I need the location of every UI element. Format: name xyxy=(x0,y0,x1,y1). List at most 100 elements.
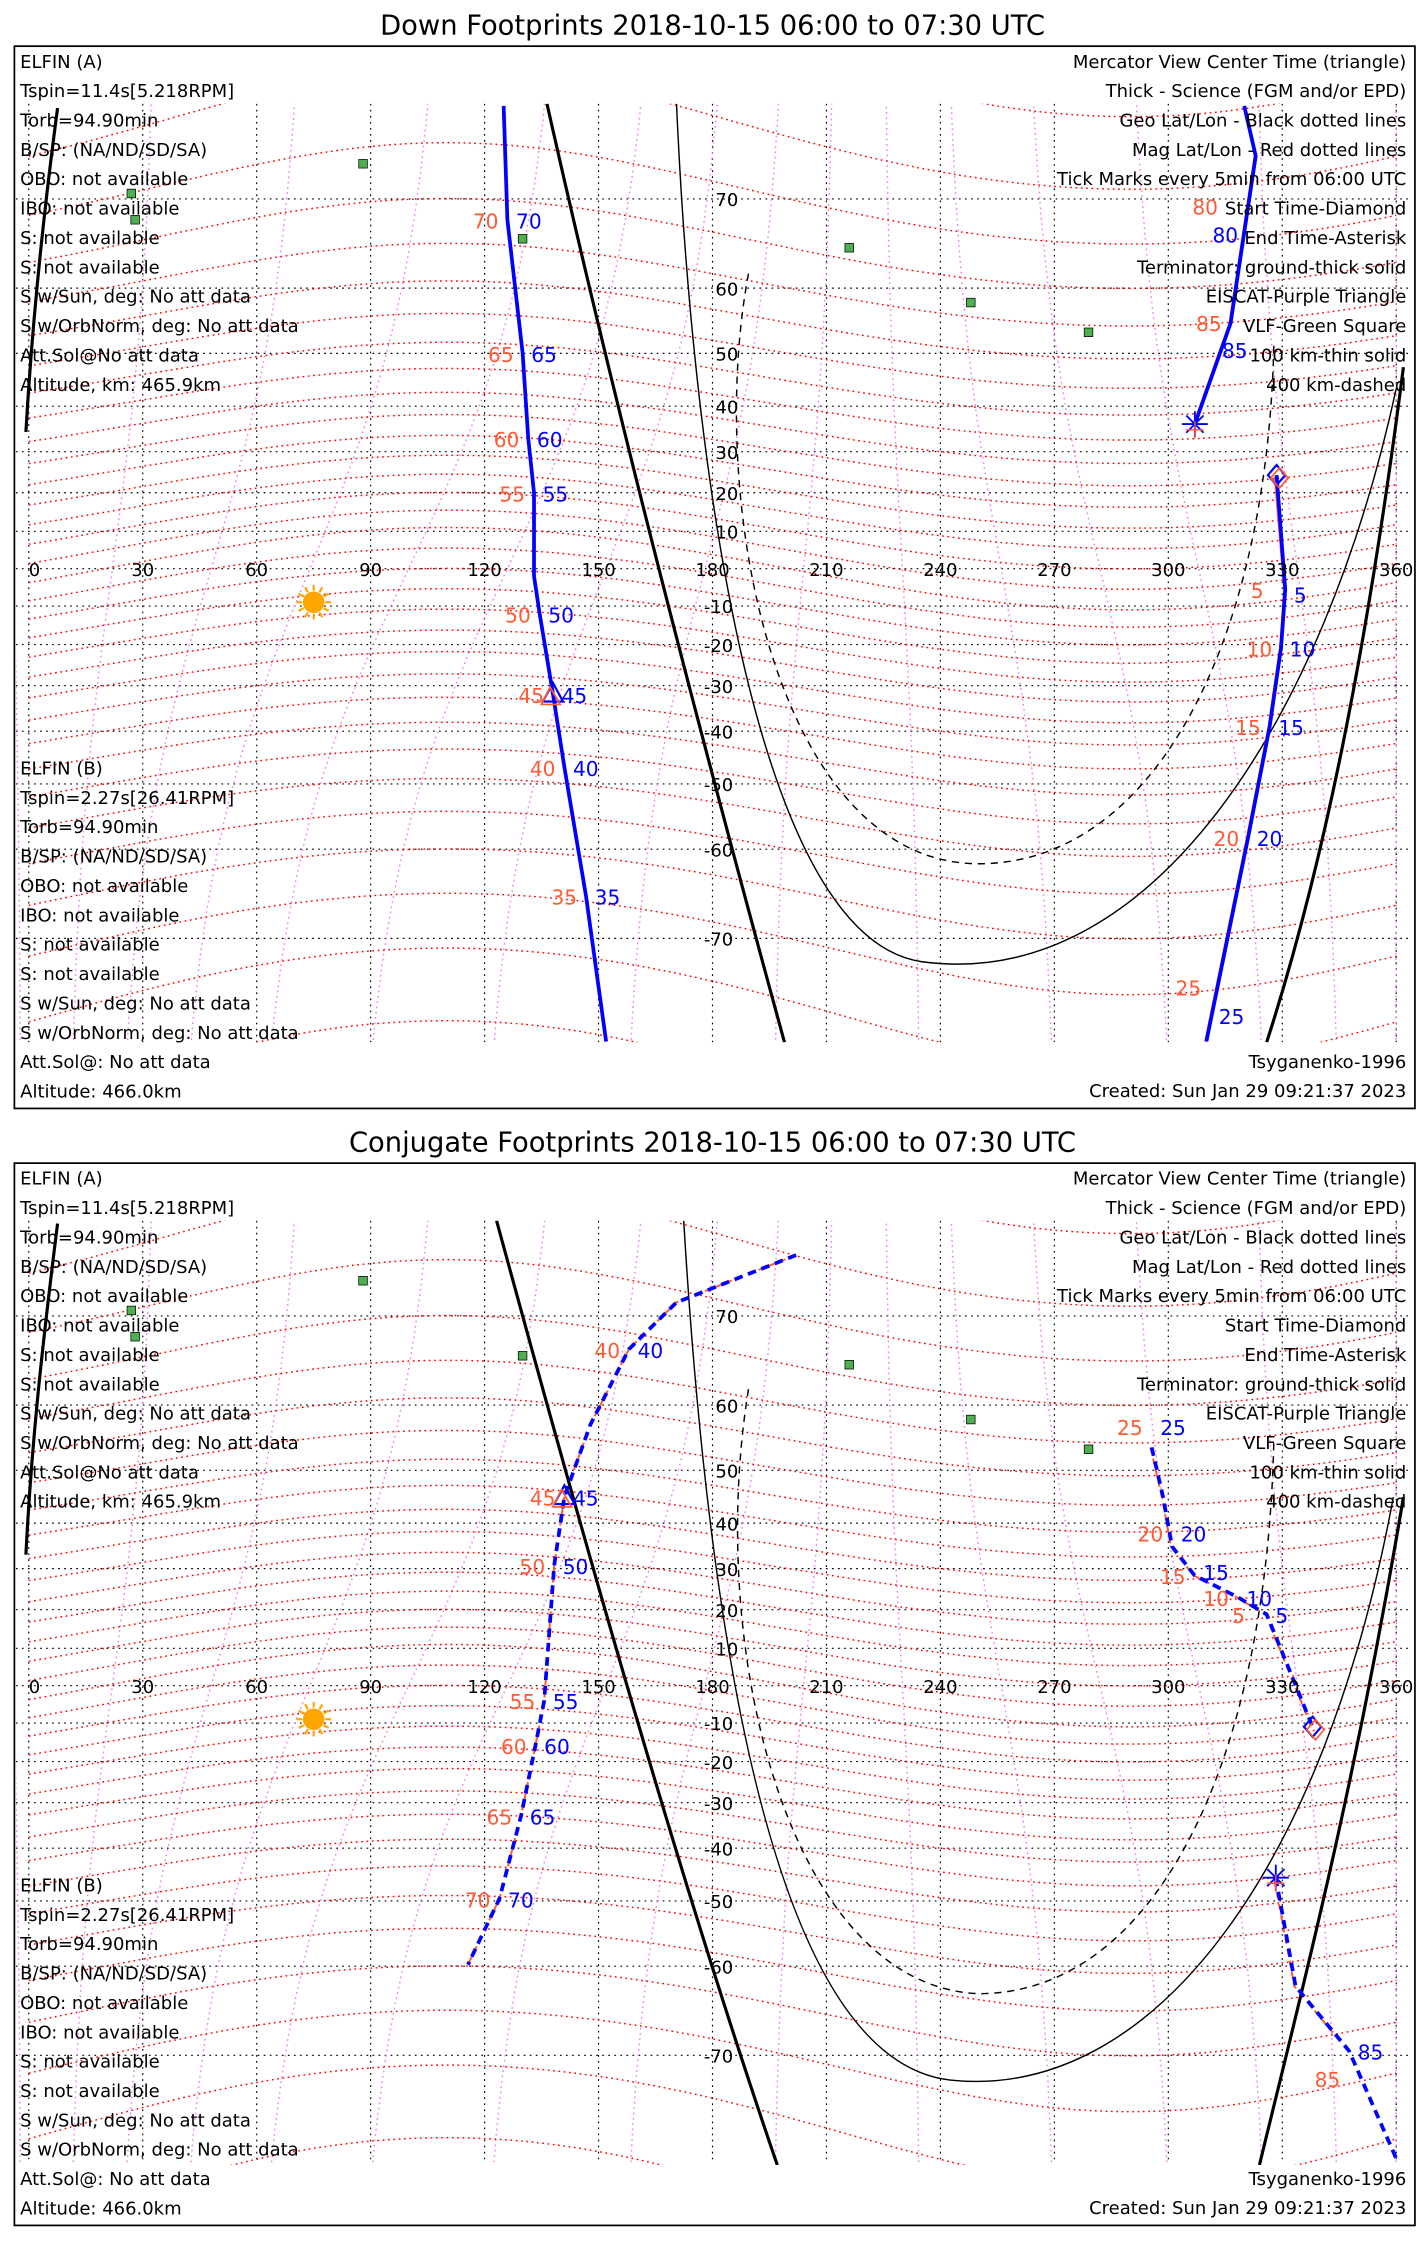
vlf-station-square-icon xyxy=(1083,327,1094,338)
mag-parallel xyxy=(28,650,1397,724)
mag-meridian xyxy=(270,1220,546,2165)
elfin-a-time-tick-label: 35 xyxy=(595,885,621,909)
legend-line: Geo Lat/Lon - Black dotted lines xyxy=(1119,1227,1406,1248)
vlf-station-square-icon xyxy=(517,1351,528,1361)
vlf-station-square-icon xyxy=(966,297,976,308)
elfin-a-info-line: S w/Sun, deg: No att data xyxy=(20,287,251,308)
elfin-a-time-tick-label: 45 xyxy=(562,684,588,708)
elfin-a-time-tick-label: 20 xyxy=(1257,827,1283,851)
longitude-tick-label: 90 xyxy=(359,560,382,581)
elfin-a-label: ELFIN (A) xyxy=(20,52,103,73)
terminator-ground xyxy=(1257,1496,1405,2165)
legend-line: Tick Marks every 5min from 06:00 UTC xyxy=(1056,1286,1406,1307)
longitude-tick-label: 0 xyxy=(29,560,40,581)
elfin-a-info-line: IBO: not available xyxy=(20,199,179,220)
latitude-tick-label: -60 xyxy=(704,840,733,861)
terminator-100km xyxy=(682,1220,1395,2083)
mag-meridian xyxy=(190,1220,429,2165)
longitude-tick-label: 240 xyxy=(923,560,957,581)
elfin-a-time-tick-label: 70 xyxy=(516,209,542,233)
elfin-b-info-line: S: not available xyxy=(20,935,160,956)
legend-line: Mercator View Center Time (triangle) xyxy=(1073,52,1406,73)
mag-meridian xyxy=(271,103,546,1043)
latitude-tick-label: 10 xyxy=(715,523,738,544)
mag-meridian xyxy=(950,103,1053,1043)
mag-parallel xyxy=(28,413,1397,487)
latitude-tick-label: 70 xyxy=(715,190,738,211)
elfin-b-time-tick-label: 70 xyxy=(473,209,499,233)
elfin-b-time-tick-label: 15 xyxy=(1235,716,1261,740)
elfin-a-time-tick-label: 50 xyxy=(563,1555,589,1579)
elfin-a-track xyxy=(1193,105,1258,425)
legend-line: End Time-Asterisk xyxy=(1244,1345,1407,1366)
mag-parallel xyxy=(28,1508,1397,1582)
mag-meridian xyxy=(1258,103,1337,1043)
mag-parallel xyxy=(28,696,1397,770)
elfin-b-time-tick-label: 25 xyxy=(1176,976,1202,1000)
vlf-station-square-icon xyxy=(130,1332,140,1342)
elfin-b-info-line: Tspin=2.27s[26.41RPM] xyxy=(19,788,234,809)
legend-line: Terminator: ground-thick solid xyxy=(1136,1374,1406,1395)
mag-parallel xyxy=(28,1530,1397,1604)
elfin-a-info-line: B/SP: (NA/ND/SD/SA) xyxy=(20,1257,207,1278)
longitude-tick-label: 180 xyxy=(695,560,729,581)
latitude-tick-label: 60 xyxy=(715,279,738,300)
latitude-tick-label: 40 xyxy=(715,1514,738,1535)
legend-line: Start Time-Diamond xyxy=(1225,1316,1406,1337)
elfin-a-time-tick-label: 10 xyxy=(1290,637,1316,661)
elfin-a-info-line: S w/Sun, deg: No att data xyxy=(20,1404,251,1425)
longitude-tick-label: 60 xyxy=(245,1677,268,1698)
elfin-a-time-tick-label: 60 xyxy=(544,1735,570,1759)
elfin-b-info-line: S w/Sun, deg: No att data xyxy=(20,993,251,1014)
elfin-b-info-line: B/SP: (NA/ND/SD/SA) xyxy=(20,1964,207,1985)
mag-parallel xyxy=(253,1019,640,1043)
elfin-a-track xyxy=(1273,1877,1398,2160)
terminator-ground xyxy=(1265,366,1405,1043)
elfin-a-time-tick-label: 5 xyxy=(1275,1604,1288,1628)
terminator-ground xyxy=(545,103,786,1043)
elfin-b-time-tick-label: 65 xyxy=(488,343,514,367)
elfin-b-info-line: S: not available xyxy=(20,2081,160,2102)
latitude-tick-label: -50 xyxy=(704,775,733,796)
mag-meridian xyxy=(72,1220,152,2165)
elfin-b-time-tick-label: 5 xyxy=(1232,1604,1245,1628)
plot-title: Down Footprints 2018-10-15 06:00 to 07:3… xyxy=(380,11,1045,42)
elfin-a-info-line: Torb=94.90min xyxy=(19,110,158,131)
mag-meridian xyxy=(885,103,920,1043)
mag-parallel xyxy=(28,1767,1397,1841)
legend-line: Start Time-Diamond xyxy=(1225,199,1406,220)
legend-line: 100 km-thin solid xyxy=(1249,345,1406,366)
elfin-a-info-line: Tspin=11.4s[5.218RPM] xyxy=(19,81,234,102)
center-time-triangle-b-icon xyxy=(551,1487,574,1508)
longitude-tick-label: 300 xyxy=(1151,1677,1185,1698)
mag-parallel xyxy=(28,721,1397,796)
mag-parallel xyxy=(28,1704,1397,1781)
mag-parallel xyxy=(28,1359,1397,1444)
mag-parallel xyxy=(28,242,1397,327)
legend-line: 400 km-dashed xyxy=(1266,1492,1406,1513)
elfin-b-time-tick-label: 45 xyxy=(518,684,544,708)
elfin-a-time-tick-label: 55 xyxy=(543,482,569,506)
mag-meridian xyxy=(72,103,152,1043)
longitude-tick-label: 90 xyxy=(359,1677,382,1698)
elfin-b-time-tick-label: 60 xyxy=(494,428,520,452)
elfin-b-info-line: Altitude: 466.0km xyxy=(20,1082,181,1103)
elfin-b-time-tick-label: 10 xyxy=(1203,1587,1229,1611)
elfin-b-time-tick-label: 70 xyxy=(465,1888,491,1912)
vlf-station-square-icon xyxy=(517,234,528,244)
elfin-b-info-line: Torb=94.90min xyxy=(19,1934,158,1955)
vlf-station-square-icon xyxy=(844,243,854,253)
mag-parallel xyxy=(28,391,1397,465)
elfin-b-time-tick-label: 40 xyxy=(530,757,556,781)
elfin-a-time-tick-label: 60 xyxy=(537,428,563,452)
terminator-ground xyxy=(495,1220,779,2165)
longitude-tick-label: 0 xyxy=(29,1677,40,1698)
mag-meridian xyxy=(1258,1220,1338,2165)
map-area: 7065605550454035510152025858070656055504… xyxy=(15,103,1410,1043)
sun-icon xyxy=(296,585,331,620)
elfin-a-track xyxy=(1149,1447,1315,1728)
elfin-b-info-line: Att.Sol@: No att data xyxy=(20,1052,211,1073)
field-model-label: Tsyganenko-1996 xyxy=(1248,1052,1407,1073)
elfin-a-info-line: Att.Sol@No att data xyxy=(20,345,199,366)
